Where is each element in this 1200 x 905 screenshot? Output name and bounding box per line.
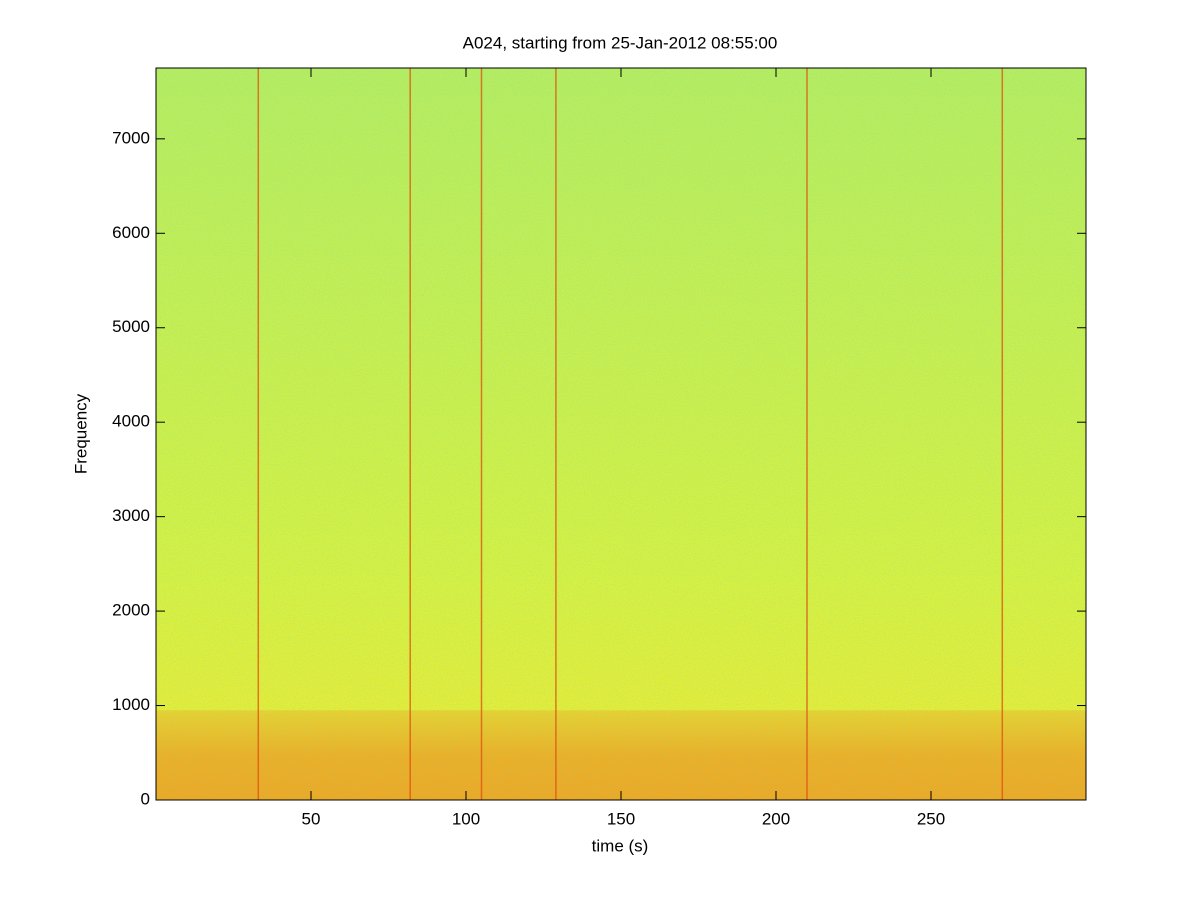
y-tick-label: 0 xyxy=(141,789,150,808)
y-tick-label: 1000 xyxy=(112,695,150,714)
x-tick-label: 200 xyxy=(762,809,790,828)
y-tick-label: 7000 xyxy=(112,128,150,147)
y-tick-label: 4000 xyxy=(112,412,150,431)
x-tick-label: 150 xyxy=(607,809,635,828)
y-axis-label: Frequency xyxy=(71,393,90,474)
y-tick-label: 6000 xyxy=(112,223,150,242)
noise-texture xyxy=(156,68,1086,800)
x-tick-label: 250 xyxy=(917,809,945,828)
y-tick-label: 2000 xyxy=(112,601,150,620)
x-axis-label: time (s) xyxy=(592,836,649,855)
y-tick-label: 3000 xyxy=(112,506,150,525)
chart-title: A024, starting from 25-Jan-2012 08:55:00 xyxy=(463,33,778,52)
x-tick-label: 50 xyxy=(302,809,321,828)
y-tick-label: 5000 xyxy=(112,317,150,336)
x-tick-label: 100 xyxy=(452,809,480,828)
